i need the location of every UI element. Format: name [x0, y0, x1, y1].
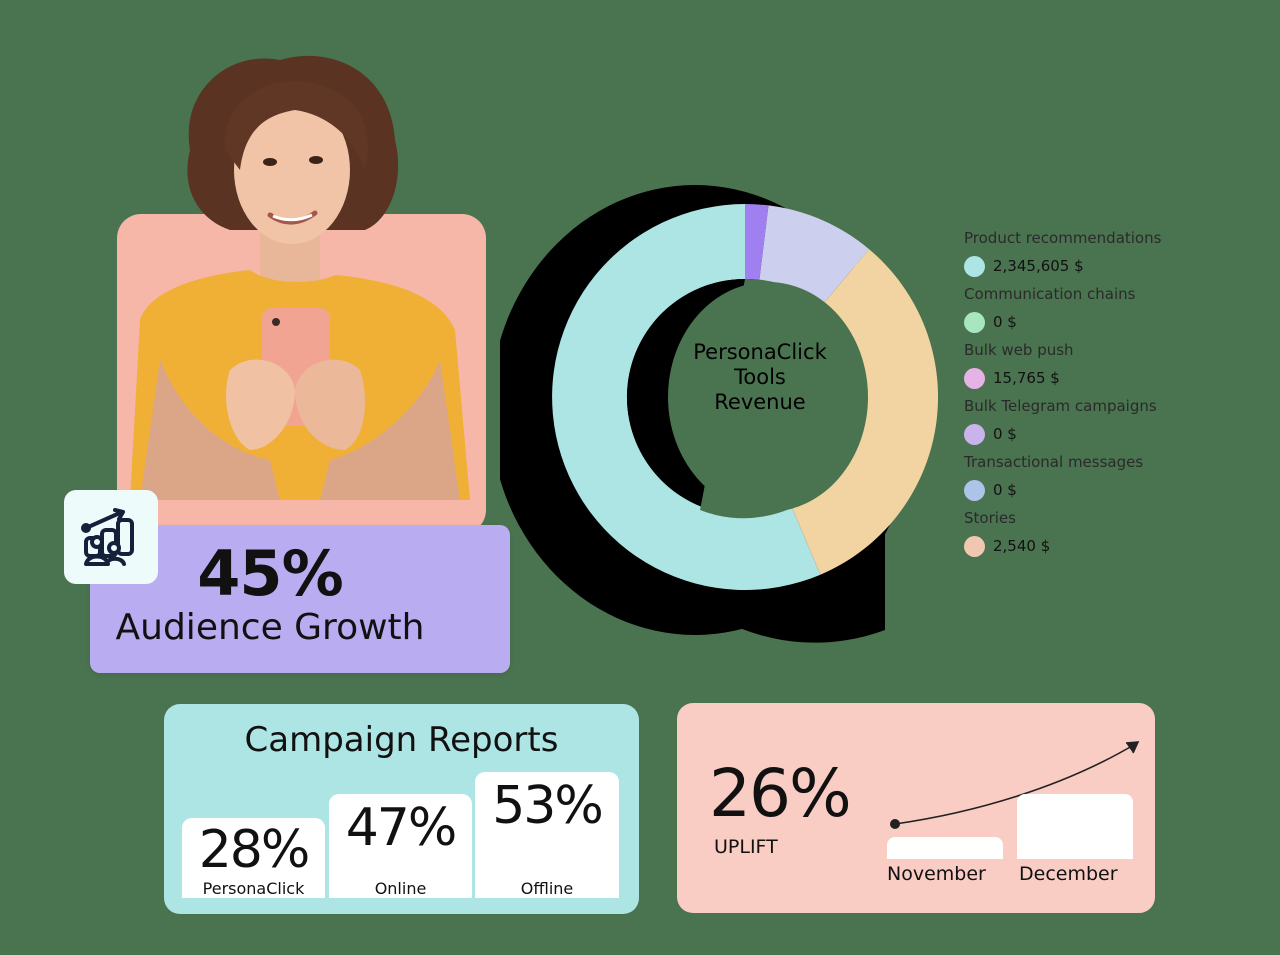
donut-title-line3: Revenue: [714, 390, 806, 414]
bar-personaclick: 28% PersonaClick: [182, 818, 325, 898]
donut-center-title: PersonaClick Tools Revenue: [640, 340, 880, 415]
legend-dot-icon: [964, 535, 985, 557]
campaign-reports-card: Campaign Reports 28% PersonaClick 47% On…: [164, 704, 639, 914]
legend-dot-icon: [964, 423, 985, 445]
campaign-reports-title: Campaign Reports: [244, 720, 559, 760]
segment-purple: [745, 203, 769, 280]
legend-category: Transactional messages: [964, 453, 1144, 471]
legend-dot-icon: [964, 367, 985, 389]
month-label-november: November: [887, 863, 986, 885]
uplift-label: UPLIFT: [714, 836, 778, 858]
segment-product-recommendations: [552, 204, 821, 590]
legend-value: 2,540 $: [993, 537, 1051, 555]
bar-value: 47%: [345, 798, 458, 858]
revenue-legend: Product recommendations 2,345,605 $ Comm…: [964, 226, 1264, 562]
legend-value: 15,765 $: [993, 369, 1060, 387]
analytics-audience-icon: [64, 490, 158, 584]
legend-item: 0 $: [964, 474, 1264, 506]
legend-dot-icon: [964, 255, 985, 277]
uplift-card: 26% UPLIFT November December: [677, 703, 1155, 913]
bar-online: 47% Online: [329, 794, 472, 898]
legend-value: 0 $: [993, 481, 1017, 499]
legend-item: 2,345,605 $: [964, 250, 1264, 282]
bar-november: [887, 837, 1003, 859]
legend-value: 2,345,605 $: [993, 257, 1084, 275]
bar-label: Offline: [520, 879, 574, 898]
legend-item: 0 $: [964, 306, 1264, 338]
bar-value: 53%: [492, 776, 604, 836]
audience-growth-label: Audience Growth: [115, 607, 425, 648]
bar-label: PersonaClick: [202, 879, 305, 898]
revenue-donut-chart: [500, 185, 939, 643]
segment-lavender: [759, 205, 870, 307]
legend-value: 0 $: [993, 425, 1017, 443]
donut-title-line1: PersonaClick: [693, 340, 827, 364]
legend-value: 0 $: [993, 313, 1017, 331]
bar-december: [1017, 794, 1133, 859]
legend-item: 2,540 $: [964, 530, 1264, 562]
donut-title-line2: Tools: [734, 365, 786, 389]
bar-offline: 53% Offline: [475, 772, 619, 898]
legend-category: Bulk Telegram campaigns: [964, 397, 1157, 415]
legend-item: 15,765 $: [964, 362, 1264, 394]
bar-label: Online: [374, 879, 427, 898]
trend-arrow-icon: [890, 741, 1140, 829]
audience-growth-value: 45%: [197, 537, 343, 610]
legend-category: Product recommendations: [964, 229, 1162, 247]
legend-category: Bulk web push: [964, 341, 1074, 359]
legend-dot-icon: [964, 479, 985, 501]
month-label-december: December: [1019, 863, 1118, 885]
legend-dot-icon: [964, 311, 985, 333]
legend-category: Stories: [964, 509, 1016, 527]
legend-item: 0 $: [964, 418, 1264, 450]
woman-with-phone-photo: [130, 55, 470, 500]
bar-value: 28%: [198, 820, 311, 880]
uplift-value: 26%: [709, 755, 852, 832]
legend-category: Communication chains: [964, 285, 1136, 303]
audience-growth-card: 45% Audience Growth: [90, 525, 510, 673]
